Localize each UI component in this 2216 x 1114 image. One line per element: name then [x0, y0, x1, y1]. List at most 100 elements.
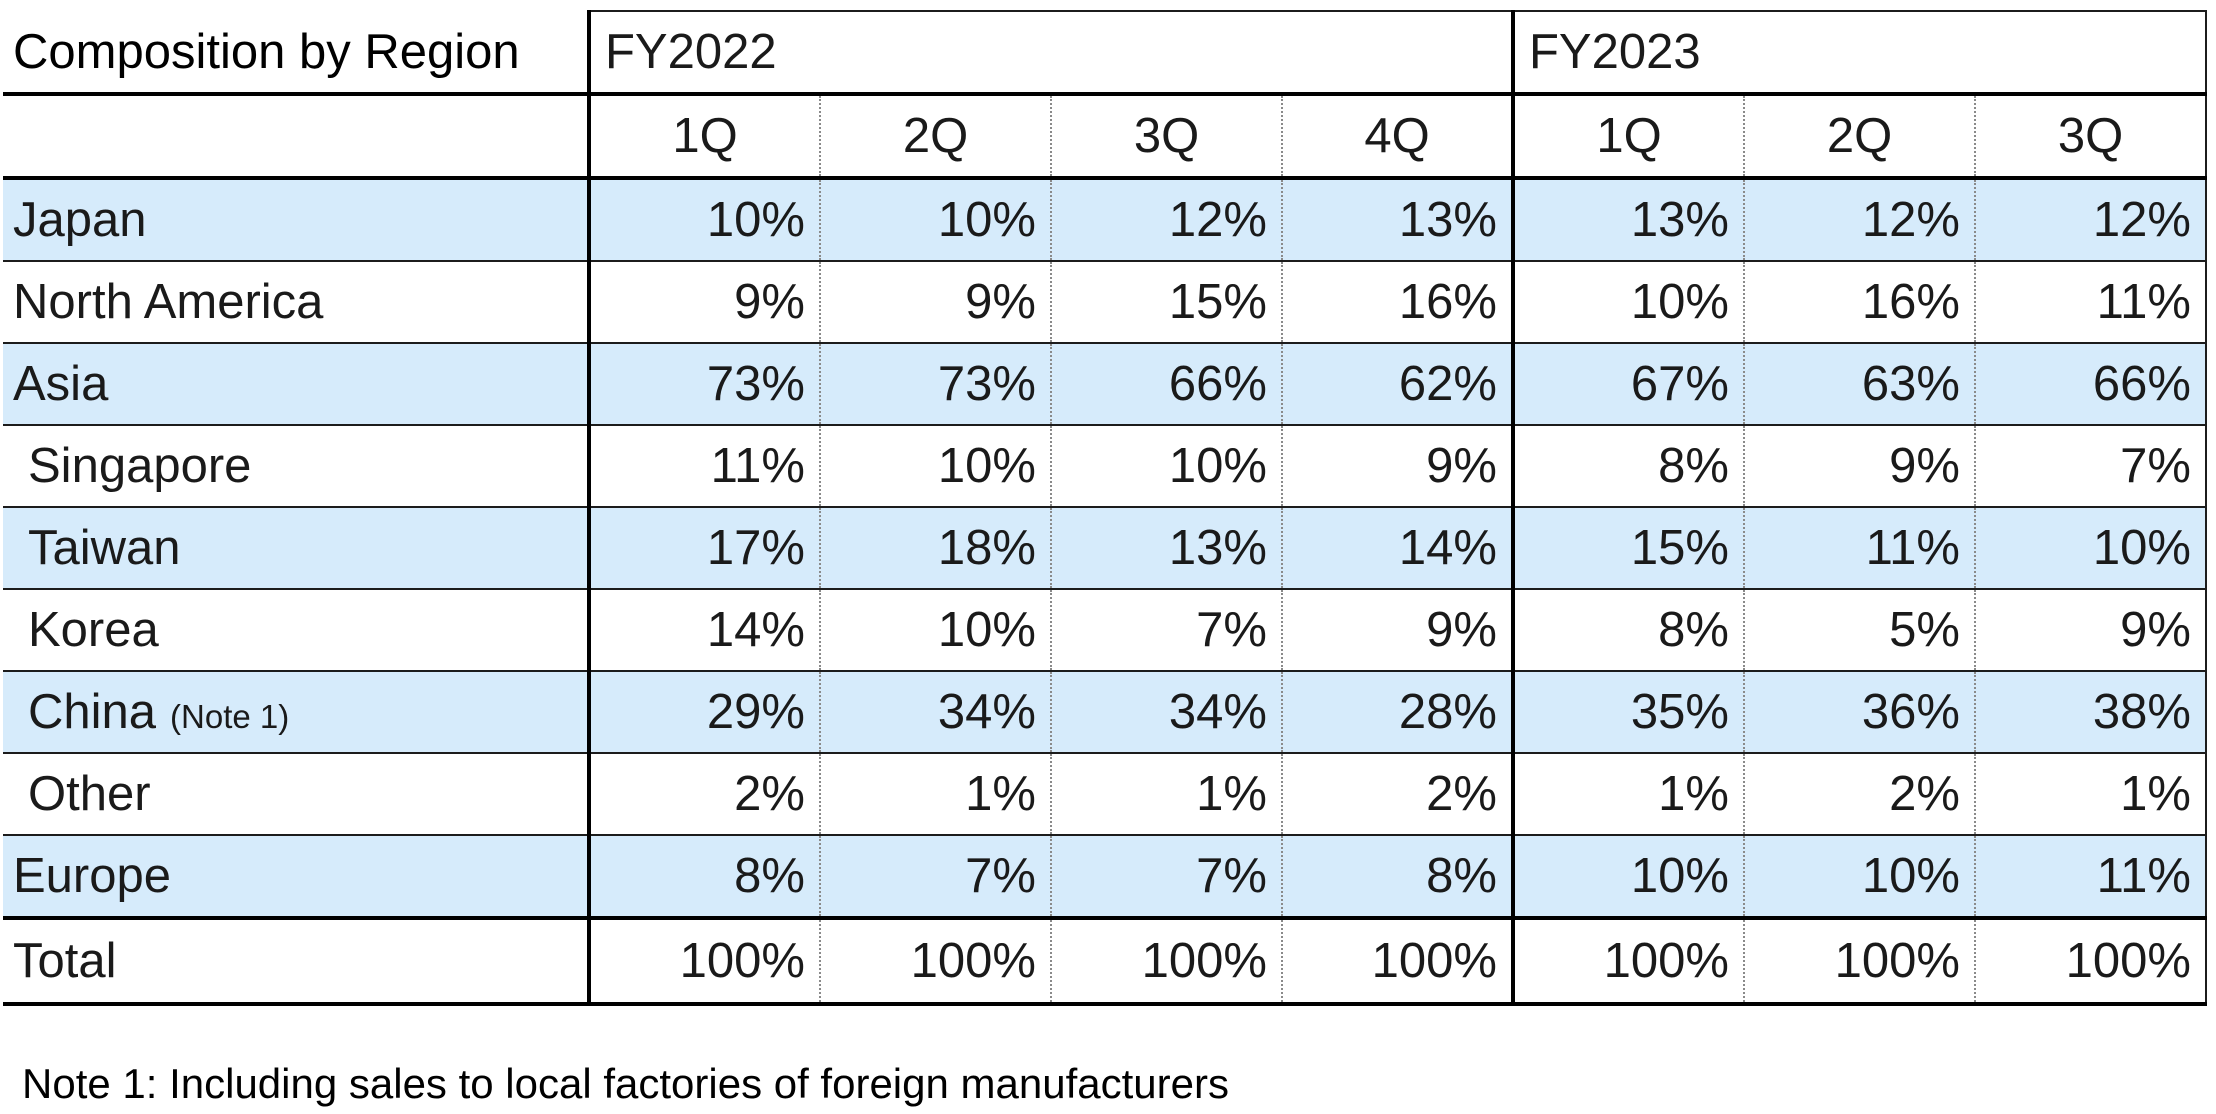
- value-cell: 16%: [1743, 261, 1975, 344]
- value-cell: 10%: [587, 178, 820, 262]
- value-cell: 2%: [1281, 753, 1513, 836]
- value-cell: 10%: [1743, 835, 1975, 920]
- value-cell: 13%: [1050, 507, 1282, 590]
- region-row: Japan 10% 10% 12% 13% 13% 12% 12%: [3, 178, 2207, 262]
- region-label: Japan: [3, 178, 589, 262]
- region-row: Singapore 11% 10% 10% 9% 8% 9% 7%: [3, 425, 2207, 508]
- region-name: North America: [13, 275, 324, 329]
- value-cell: 7%: [1974, 425, 2207, 508]
- value-cell: 100%: [1974, 918, 2207, 1006]
- value-cell: 9%: [819, 261, 1051, 344]
- value-cell: 2%: [1743, 753, 1975, 836]
- region-name: Asia: [13, 357, 109, 411]
- region-name: Europe: [13, 849, 172, 903]
- value-cell: 12%: [1050, 178, 1282, 262]
- value-cell: 2%: [587, 753, 820, 836]
- region-row: Europe 8% 7% 7% 8% 10% 10% 11%: [3, 835, 2207, 920]
- quarter-header-blank: [3, 94, 589, 180]
- quarter-header: 3Q: [1050, 94, 1282, 180]
- quarter-header-row: 1Q 2Q 3Q 4Q 1Q 2Q 3Q: [3, 94, 2207, 180]
- region-label: China (Note 1): [3, 671, 589, 754]
- footnote-text: Note 1: Including sales to local factori…: [22, 1060, 1229, 1107]
- value-cell: 15%: [1050, 261, 1282, 344]
- value-cell: 13%: [1511, 178, 1744, 262]
- region-row: Asia 73% 73% 66% 62% 67% 63% 66%: [3, 343, 2207, 426]
- region-row: Taiwan 17% 18% 13% 14% 15% 11% 10%: [3, 507, 2207, 590]
- value-cell: 5%: [1743, 589, 1975, 672]
- value-cell: 1%: [1974, 753, 2207, 836]
- value-cell: 66%: [1974, 343, 2207, 426]
- region-name: Total: [13, 934, 117, 988]
- value-cell: 15%: [1511, 507, 1744, 590]
- value-cell: 8%: [1281, 835, 1513, 920]
- value-cell: 66%: [1050, 343, 1282, 426]
- value-cell: 34%: [819, 671, 1051, 754]
- value-cell: 16%: [1281, 261, 1513, 344]
- region-label: Taiwan: [3, 507, 589, 590]
- value-cell: 12%: [1974, 178, 2207, 262]
- value-cell: 67%: [1511, 343, 1744, 426]
- value-cell: 11%: [1974, 835, 2207, 920]
- value-cell: 100%: [1511, 918, 1744, 1006]
- value-cell: 100%: [587, 918, 820, 1006]
- value-cell: 13%: [1281, 178, 1513, 262]
- total-row: Total 100% 100% 100% 100% 100% 100% 100%: [3, 918, 2207, 1006]
- fiscal-year-header-fy2023: FY2023: [1511, 10, 2207, 96]
- region-row: North America 9% 9% 15% 16% 10% 16% 11%: [3, 261, 2207, 344]
- region-label: Asia: [3, 343, 589, 426]
- note-reference: (Note 1): [170, 698, 290, 735]
- value-cell: 9%: [1743, 425, 1975, 508]
- fiscal-year-header-row: Composition by Region FY2022 FY2023: [3, 10, 2207, 96]
- value-cell: 9%: [1281, 425, 1513, 508]
- region-name: Singapore: [28, 439, 252, 493]
- value-cell: 8%: [1511, 425, 1744, 508]
- region-label: North America: [3, 261, 589, 344]
- value-cell: 34%: [1050, 671, 1282, 754]
- quarter-header: 1Q: [1511, 94, 1744, 180]
- region-label: Europe: [3, 835, 589, 920]
- value-cell: 14%: [1281, 507, 1513, 590]
- value-cell: 38%: [1974, 671, 2207, 754]
- value-cell: 28%: [1281, 671, 1513, 754]
- region-label: Korea: [3, 589, 589, 672]
- composition-table-container: Composition by Region FY2022 FY2023 1Q 2…: [3, 10, 2207, 1006]
- value-cell: 35%: [1511, 671, 1744, 754]
- value-cell: 9%: [1281, 589, 1513, 672]
- value-cell: 1%: [819, 753, 1051, 836]
- value-cell: 10%: [1974, 507, 2207, 590]
- total-label: Total: [3, 918, 589, 1006]
- region-row: China (Note 1) 29% 34% 34% 28% 35% 36% 38%: [3, 671, 2207, 754]
- value-cell: 14%: [587, 589, 820, 672]
- value-cell: 10%: [819, 425, 1051, 508]
- value-cell: 9%: [1974, 589, 2207, 672]
- value-cell: 29%: [587, 671, 820, 754]
- value-cell: 36%: [1743, 671, 1975, 754]
- region-label: Singapore: [3, 425, 589, 508]
- value-cell: 8%: [1511, 589, 1744, 672]
- value-cell: 8%: [587, 835, 820, 920]
- value-cell: 7%: [819, 835, 1051, 920]
- value-cell: 1%: [1511, 753, 1744, 836]
- quarter-header: 2Q: [819, 94, 1051, 180]
- composition-by-region-table: Composition by Region FY2022 FY2023 1Q 2…: [3, 10, 2207, 1006]
- value-cell: 10%: [1511, 261, 1744, 344]
- value-cell: 9%: [587, 261, 820, 344]
- quarter-header: 3Q: [1974, 94, 2207, 180]
- value-cell: 7%: [1050, 589, 1282, 672]
- value-cell: 10%: [1511, 835, 1744, 920]
- value-cell: 63%: [1743, 343, 1975, 426]
- value-cell: 73%: [819, 343, 1051, 426]
- region-name: China: [28, 685, 157, 739]
- value-cell: 10%: [1050, 425, 1282, 508]
- region-name: Korea: [28, 603, 159, 657]
- value-cell: 12%: [1743, 178, 1975, 262]
- value-cell: 62%: [1281, 343, 1513, 426]
- value-cell: 7%: [1050, 835, 1282, 920]
- value-cell: 100%: [1281, 918, 1513, 1006]
- value-cell: 100%: [1743, 918, 1975, 1006]
- value-cell: 11%: [1743, 507, 1975, 590]
- value-cell: 100%: [1050, 918, 1282, 1006]
- region-name: Other: [28, 767, 151, 821]
- quarter-header: 1Q: [587, 94, 820, 180]
- fiscal-year-header-fy2022: FY2022: [587, 10, 1514, 96]
